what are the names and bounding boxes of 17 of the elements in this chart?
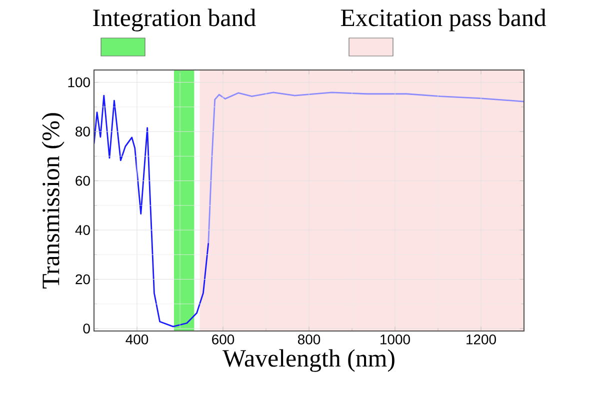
y-tick-label: 20 (76, 274, 90, 284)
x-tick-label: 1200 (466, 334, 496, 344)
x-tick-label: 800 (298, 334, 320, 344)
y-tick-label: 60 (76, 176, 90, 186)
x-tick-label: 400 (126, 334, 148, 344)
line-series (208, 92, 524, 244)
y-tick-label: 100 (68, 77, 90, 88)
line-series (94, 94, 210, 328)
x-tick-label: 600 (212, 334, 234, 344)
band-label: Integration band (93, 8, 256, 32)
y-tick-label: 40 (75, 225, 90, 235)
band-label: Excitation pass band (340, 8, 546, 32)
x-axis-title: Wavelength (nm) (222, 349, 394, 372)
y-axis-title: Transmission (%) (42, 113, 64, 288)
x-tick-label: 1000 (380, 334, 410, 344)
y-tick-label: 0 (83, 324, 90, 334)
y-tick-label: 80 (76, 126, 90, 136)
